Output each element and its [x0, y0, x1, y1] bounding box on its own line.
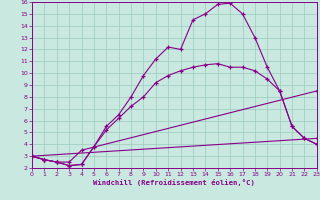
X-axis label: Windchill (Refroidissement éolien,°C): Windchill (Refroidissement éolien,°C): [93, 179, 255, 186]
